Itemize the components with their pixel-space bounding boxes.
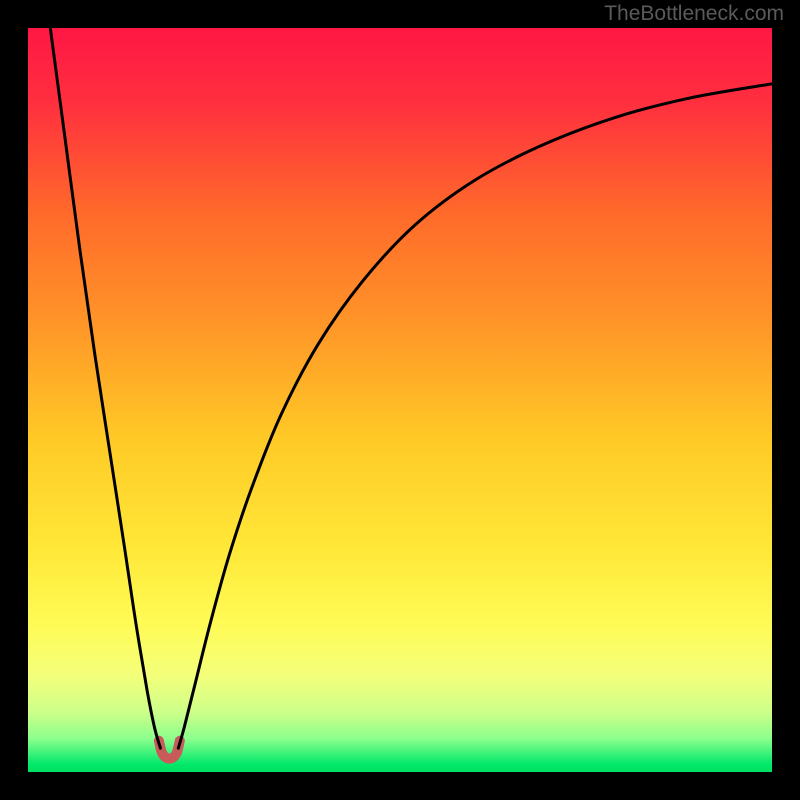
bottleneck-chart: TheBottleneck.com [0, 0, 800, 800]
watermark-text: TheBottleneck.com [604, 2, 784, 26]
bottleneck-curve [50, 28, 772, 748]
dip-marker [159, 741, 180, 759]
plot-area [28, 28, 772, 772]
curve-layer [28, 28, 772, 772]
